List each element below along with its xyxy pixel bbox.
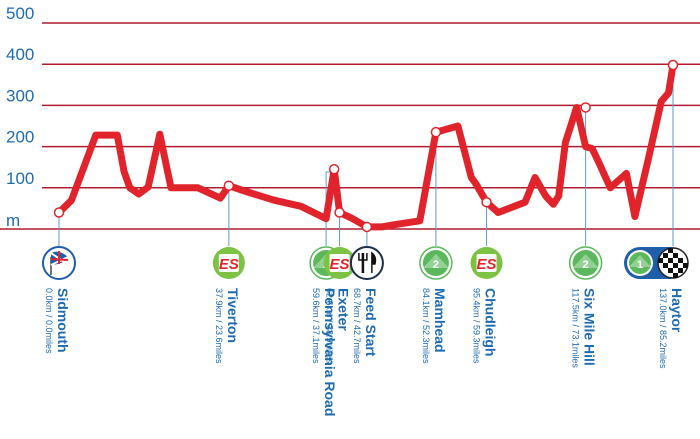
climb-icon: 2 <box>419 246 453 280</box>
feed-badge <box>349 246 384 280</box>
mountain-shape <box>422 254 449 268</box>
data-point-7 <box>580 102 591 113</box>
fork-tines <box>358 253 368 261</box>
location-name: Pennsylvania Road <box>322 288 338 416</box>
finish-icon: 1 <box>624 247 689 279</box>
y-tick-label-500: 500 <box>6 4 34 23</box>
elevation-profile <box>53 59 679 233</box>
location-name: Chudleigh <box>483 288 499 356</box>
location-distance: 95.4km / 59.3miles <box>472 288 482 364</box>
checker-square <box>658 258 663 263</box>
checker-square <box>668 248 673 253</box>
data-point-6 <box>481 196 492 208</box>
climb-category: 1 <box>637 259 643 271</box>
data-point-0 <box>53 207 65 218</box>
data-point-2 <box>328 164 340 175</box>
location-distance: 68.7km / 42.7miles <box>352 288 362 364</box>
checker-square <box>678 258 683 263</box>
feed-icon <box>349 246 384 280</box>
checker-square <box>678 268 683 273</box>
location-name: Six Mile Hill <box>582 288 598 366</box>
sprint-icon: ES <box>470 247 503 279</box>
location-name: Haytor <box>669 288 685 333</box>
climb-badge <box>422 250 449 276</box>
location-icons: ES2ES2ES21 <box>42 246 689 280</box>
location-name: Exeter <box>336 288 352 331</box>
sprint-icon: ES <box>323 247 356 279</box>
knife-blade <box>371 251 377 273</box>
climb-icon: 2 <box>568 246 603 280</box>
y-tick-label-400: 400 <box>6 45 34 64</box>
location-name: Mamhead <box>432 288 448 353</box>
location-name: Tiverton <box>225 288 241 343</box>
climb-badge <box>572 250 599 276</box>
y-tick-label-300: 300 <box>6 86 34 105</box>
mountain-shape <box>629 255 651 267</box>
checker-square <box>673 253 678 258</box>
y-tick-label-100: 100 <box>6 169 34 188</box>
location-distance: 62.6km / 38.9miles <box>325 288 335 364</box>
checker-square <box>668 258 673 263</box>
data-point-8 <box>667 59 679 71</box>
sprint-badge-plate <box>329 254 350 272</box>
profile-line <box>55 61 677 231</box>
location-distance: 137.0km / 85.2miles <box>658 288 668 369</box>
data-point-4 <box>361 221 373 233</box>
checker-square <box>673 263 678 268</box>
climb-category: 2 <box>583 259 589 271</box>
sprint-badge-text: ES <box>219 256 239 273</box>
sprint-icon: ES <box>212 247 245 279</box>
sprint-badge-plate <box>476 254 497 272</box>
checker-square <box>663 263 668 268</box>
climb-badge <box>629 252 651 274</box>
location-distance: 84.1km / 52.3miles <box>421 288 431 364</box>
climb-category: 2 <box>433 259 439 271</box>
y-tick-label-200: 200 <box>6 128 34 147</box>
checker-square <box>683 263 688 268</box>
mountain-shape <box>572 254 599 268</box>
start-flag-icon <box>42 246 76 280</box>
location-name: Feed Start <box>363 288 379 357</box>
checker-square <box>663 253 668 258</box>
data-point-5 <box>430 126 442 138</box>
location-distance: 117.5km / 73.1miles <box>571 288 581 368</box>
sprint-badge-plate <box>218 254 239 272</box>
union-flag-cross <box>50 251 69 264</box>
checker-square <box>673 273 678 278</box>
leader-lines <box>58 65 674 246</box>
sprint-badge-text: ES <box>330 256 350 273</box>
sprint-badge-text: ES <box>477 256 497 273</box>
location-distance: 37.9km / 23.6miles <box>214 288 224 364</box>
location-distance: 0.0km / 0.0miles <box>44 288 54 354</box>
location-distance: 59.6km / 37.1miles <box>311 288 321 364</box>
gridlines <box>0 22 700 230</box>
data-point-3 <box>334 207 345 218</box>
y-axis-ticks: m 100 200 300 400 500 <box>6 4 34 230</box>
checker-square <box>668 268 673 273</box>
location-name: Sidmouth <box>55 288 71 353</box>
data-point-1 <box>223 180 235 191</box>
y-axis-unit-label: m <box>6 211 20 230</box>
